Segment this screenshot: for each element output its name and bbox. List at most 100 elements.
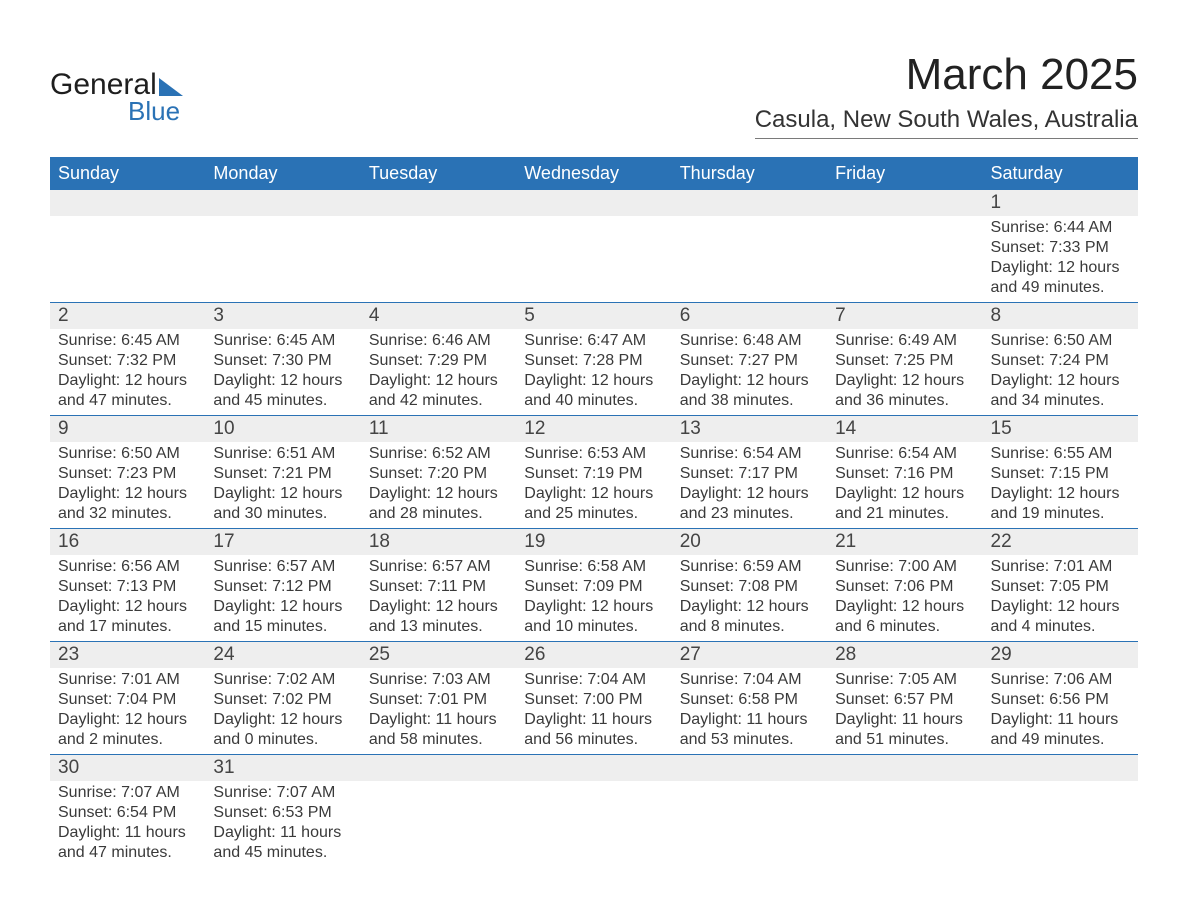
day-number: 28 [827, 642, 982, 668]
sunrise-text: Sunrise: 6:49 AM [835, 331, 974, 351]
sunrise-text: Sunrise: 6:57 AM [213, 557, 352, 577]
day-cell: Sunrise: 6:57 AMSunset: 7:11 PMDaylight:… [361, 555, 516, 641]
day-number: 14 [827, 416, 982, 442]
sunrise-text: Sunrise: 6:58 AM [524, 557, 663, 577]
day-number [827, 755, 982, 781]
day-cell: Sunrise: 6:52 AMSunset: 7:20 PMDaylight:… [361, 442, 516, 528]
daylight-text: Daylight: 12 hours and 25 minutes. [524, 484, 663, 524]
sunset-text: Sunset: 7:20 PM [369, 464, 508, 484]
sunset-text: Sunset: 6:58 PM [680, 690, 819, 710]
day-cell [205, 216, 360, 302]
daylight-text: Daylight: 12 hours and 40 minutes. [524, 371, 663, 411]
sunrise-text: Sunrise: 7:01 AM [58, 670, 197, 690]
sunset-text: Sunset: 7:13 PM [58, 577, 197, 597]
sunset-text: Sunset: 7:32 PM [58, 351, 197, 371]
sunrise-text: Sunrise: 6:50 AM [991, 331, 1130, 351]
day-cell [361, 216, 516, 302]
sunrise-text: Sunrise: 6:52 AM [369, 444, 508, 464]
sunrise-text: Sunrise: 7:04 AM [524, 670, 663, 690]
day-cell: Sunrise: 6:54 AMSunset: 7:16 PMDaylight:… [827, 442, 982, 528]
daylight-text: Daylight: 11 hours and 58 minutes. [369, 710, 508, 750]
sunrise-text: Sunrise: 6:44 AM [991, 218, 1130, 238]
day-content-row: Sunrise: 7:01 AMSunset: 7:04 PMDaylight:… [50, 668, 1138, 754]
day-number: 9 [50, 416, 205, 442]
sunrise-text: Sunrise: 6:51 AM [213, 444, 352, 464]
sunrise-text: Sunrise: 7:01 AM [991, 557, 1130, 577]
day-cell: Sunrise: 6:49 AMSunset: 7:25 PMDaylight:… [827, 329, 982, 415]
sunset-text: Sunset: 7:15 PM [991, 464, 1130, 484]
sunrise-text: Sunrise: 7:04 AM [680, 670, 819, 690]
day-number-row: 9101112131415 [50, 415, 1138, 442]
day-number: 1 [983, 190, 1138, 216]
day-number [672, 755, 827, 781]
day-number: 5 [516, 303, 671, 329]
day-cell [516, 781, 671, 867]
sunset-text: Sunset: 7:08 PM [680, 577, 819, 597]
day-number-row: 3031 [50, 754, 1138, 781]
sunset-text: Sunset: 7:16 PM [835, 464, 974, 484]
day-cell: Sunrise: 7:05 AMSunset: 6:57 PMDaylight:… [827, 668, 982, 754]
daylight-text: Daylight: 12 hours and 2 minutes. [58, 710, 197, 750]
daylight-text: Daylight: 11 hours and 53 minutes. [680, 710, 819, 750]
sunrise-text: Sunrise: 7:00 AM [835, 557, 974, 577]
sunset-text: Sunset: 7:01 PM [369, 690, 508, 710]
sunset-text: Sunset: 7:17 PM [680, 464, 819, 484]
daylight-text: Daylight: 12 hours and 32 minutes. [58, 484, 197, 524]
day-number: 22 [983, 529, 1138, 555]
daylight-text: Daylight: 12 hours and 0 minutes. [213, 710, 352, 750]
day-number: 21 [827, 529, 982, 555]
day-content-row: Sunrise: 6:45 AMSunset: 7:32 PM Daylight:… [50, 329, 1138, 415]
day-number: 26 [516, 642, 671, 668]
day-cell: Sunrise: 7:07 AMSunset: 6:54 PMDaylight:… [50, 781, 205, 867]
sunrise-text: Sunrise: 7:07 AM [213, 783, 352, 803]
day-number: 18 [361, 529, 516, 555]
day-number: 30 [50, 755, 205, 781]
daylight-text: Daylight: 12 hours and 10 minutes. [524, 597, 663, 637]
sunrise-text: Sunrise: 6:46 AM [369, 331, 508, 351]
day-number: 31 [205, 755, 360, 781]
sunrise-text: Sunrise: 7:05 AM [835, 670, 974, 690]
day-number: 29 [983, 642, 1138, 668]
day-number [50, 190, 205, 216]
daylight-text: Daylight: 12 hours and 45 minutes. [213, 371, 352, 411]
sunset-text: Sunset: 6:56 PM [991, 690, 1130, 710]
day-number: 23 [50, 642, 205, 668]
sunrise-text: Sunrise: 7:03 AM [369, 670, 508, 690]
day-cell: Sunrise: 6:47 AMSunset: 7:28 PMDaylight:… [516, 329, 671, 415]
sunset-text: Sunset: 6:57 PM [835, 690, 974, 710]
day-cell: Sunrise: 6:58 AMSunset: 7:09 PMDaylight:… [516, 555, 671, 641]
day-number: 17 [205, 529, 360, 555]
daylight-text: Daylight: 12 hours and 6 minutes. [835, 597, 974, 637]
day-number [361, 190, 516, 216]
sunset-text: Sunset: 7:06 PM [835, 577, 974, 597]
sunrise-text: Sunrise: 6:50 AM [58, 444, 197, 464]
day-cell [672, 781, 827, 867]
day-number: 3 [205, 303, 360, 329]
sunset-text: Sunset: 7:30 PM [213, 351, 352, 371]
day-number: 20 [672, 529, 827, 555]
sunset-text: Sunset: 7:28 PM [524, 351, 663, 371]
daylight-text: Daylight: 12 hours and 17 minutes. [58, 597, 197, 637]
day-cell [983, 781, 1138, 867]
daylight-text: Daylight: 12 hours and 42 minutes. [369, 371, 508, 411]
day-number [205, 190, 360, 216]
day-number: 19 [516, 529, 671, 555]
sunrise-text: Sunrise: 6:45 AM [58, 331, 197, 351]
sunset-text: Sunset: 7:33 PM [991, 238, 1130, 258]
sunrise-text: Sunrise: 6:55 AM [991, 444, 1130, 464]
daylight-text: Daylight: 12 hours and 8 minutes. [680, 597, 819, 637]
day-number: 15 [983, 416, 1138, 442]
sunset-text: Sunset: 6:54 PM [58, 803, 197, 823]
day-cell: Sunrise: 6:46 AMSunset: 7:29 PMDaylight:… [361, 329, 516, 415]
day-number: 10 [205, 416, 360, 442]
sunrise-text: Sunrise: 7:02 AM [213, 670, 352, 690]
sunset-text: Sunset: 7:21 PM [213, 464, 352, 484]
sunset-text: Sunset: 7:12 PM [213, 577, 352, 597]
sunset-text: Sunset: 7:04 PM [58, 690, 197, 710]
day-cell: Sunrise: 7:01 AMSunset: 7:05 PMDaylight:… [983, 555, 1138, 641]
day-cell: Sunrise: 6:48 AMSunset: 7:27 PMDaylight:… [672, 329, 827, 415]
sunset-text: Sunset: 7:29 PM [369, 351, 508, 371]
day-number-row: 1 [50, 190, 1138, 216]
daylight-text: Daylight: 12 hours and 28 minutes. [369, 484, 508, 524]
day-cell: Sunrise: 6:44 AMSunset: 7:33 PMDaylight:… [983, 216, 1138, 302]
